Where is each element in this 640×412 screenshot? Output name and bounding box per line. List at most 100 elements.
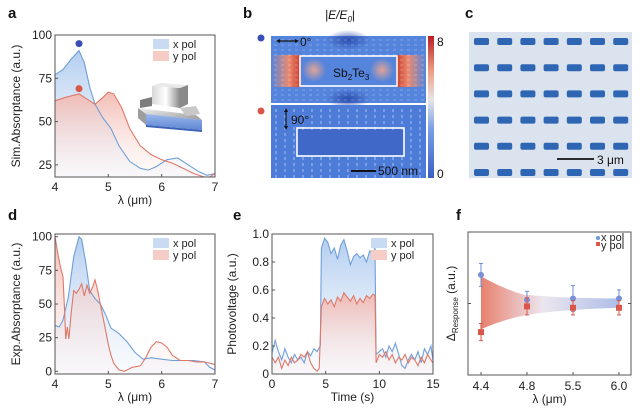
pol-arrow-vertical-icon bbox=[284, 108, 288, 130]
x-tick-label: 5 bbox=[105, 377, 112, 391]
x-pol-point bbox=[478, 271, 484, 278]
chip-background bbox=[469, 32, 632, 178]
nanoblock bbox=[613, 64, 629, 72]
y-pol-area bbox=[272, 292, 433, 374]
y-pol-point bbox=[478, 329, 484, 336]
y-pol-marker bbox=[257, 107, 265, 115]
panel-label-c: c bbox=[465, 5, 473, 22]
nanoblock bbox=[474, 64, 489, 72]
legend-label-y-pol: y pol bbox=[173, 51, 196, 63]
y-tick-label: 50 bbox=[39, 297, 53, 311]
nanoblock bbox=[590, 116, 605, 124]
y-pol-line bbox=[271, 291, 434, 373]
y-pol-line bbox=[54, 236, 216, 372]
y-pol-area bbox=[55, 92, 215, 177]
panel-a-chart: 4 5 6 7 25 50 75 100 λ (μm) Sim.Absorptance (a.u.… bbox=[9, 28, 219, 207]
legend-swatch-x-pol bbox=[153, 39, 169, 49]
y-tick-label: 75 bbox=[39, 71, 53, 85]
nanoblock bbox=[566, 116, 582, 124]
panel-e-chart: 0 5 10 15 0 0.2 0.4 0.6 0.8 1.0 Time (s) Photovolta… bbox=[225, 227, 440, 404]
legend-marker-x-pol bbox=[596, 236, 600, 240]
y-pol-area bbox=[55, 236, 215, 374]
nanoblock bbox=[520, 169, 536, 176]
panel-label-b: b bbox=[243, 5, 252, 22]
y-tick-label: 0.2 bbox=[252, 339, 269, 353]
scale-label-3um: 3 μm bbox=[597, 153, 624, 167]
nanoblock bbox=[613, 90, 629, 98]
x-pol-point bbox=[616, 295, 622, 302]
nanoblock bbox=[497, 64, 513, 72]
y-tick-label: 0 bbox=[45, 364, 52, 378]
panel-label-f: f bbox=[456, 207, 462, 224]
nanoblock bbox=[566, 169, 582, 176]
legend-marker-y-pol bbox=[596, 242, 600, 246]
nanoblock bbox=[474, 38, 489, 45]
legend-label-x-pol: x pol bbox=[601, 232, 624, 244]
y-tick-label: 25 bbox=[39, 158, 53, 172]
y-tick-label: 0.4 bbox=[252, 311, 269, 325]
legend-swatch-x-pol bbox=[153, 238, 169, 248]
nanoblock bbox=[613, 38, 629, 45]
x-axis-label: λ (μm) bbox=[118, 193, 152, 207]
nanoblock bbox=[520, 90, 536, 98]
nanoblock bbox=[566, 142, 582, 150]
y-axis-label: ΔResponse (a.u.) bbox=[444, 266, 460, 341]
nanoblock bbox=[590, 90, 605, 98]
nanoblock bbox=[566, 38, 582, 45]
panel-b-field-maps: |E/E0| 0° 9 bbox=[257, 8, 444, 181]
panel-label-d: d bbox=[8, 207, 17, 224]
nanoblock bbox=[543, 64, 559, 72]
y-tick-label: 50 bbox=[39, 115, 53, 129]
legend-swatch-x-pol bbox=[371, 238, 387, 248]
y-pol-marker bbox=[75, 85, 83, 93]
panel-label-e: e bbox=[233, 207, 241, 224]
nanoblock bbox=[590, 142, 605, 150]
x-tick-label: 6 bbox=[158, 377, 165, 391]
y-pol-point bbox=[524, 303, 530, 310]
x-axis-label: λ (μm) bbox=[532, 392, 566, 406]
y-tick-label: 0 bbox=[262, 367, 269, 381]
y-tick-label: 25 bbox=[39, 331, 53, 345]
y-pol-point bbox=[570, 304, 576, 311]
x-tick-label: 6 bbox=[158, 180, 165, 194]
nanoblock-array bbox=[474, 38, 629, 176]
nanoblock bbox=[474, 90, 489, 98]
x-pol-point bbox=[570, 295, 576, 302]
nanoblock bbox=[566, 64, 582, 72]
panel-f-chart: 4.4 4.8 5.5 6.0 λ (μm) ΔResponse (a.u.) x poly… bbox=[444, 231, 632, 406]
nanoblock bbox=[497, 116, 513, 124]
y-tick-label: 0.8 bbox=[252, 255, 269, 269]
x-tick-label: 5 bbox=[322, 377, 329, 391]
panel-c-microscope-image: 3 μm bbox=[469, 32, 632, 178]
angle-label-0: 0° bbox=[300, 35, 312, 49]
x-axis-label: Time (s) bbox=[331, 390, 375, 404]
angle-label-90: 90° bbox=[291, 113, 309, 127]
x-tick-label: 15 bbox=[426, 377, 440, 391]
field-vector-lines bbox=[274, 39, 424, 178]
x-tick-label: 4.8 bbox=[519, 379, 536, 393]
legend-label-x-pol: x pol bbox=[173, 238, 196, 250]
nanoblock bbox=[590, 169, 605, 176]
x-pol-line bbox=[54, 49, 216, 176]
y-pol-point bbox=[616, 304, 622, 311]
y-axis-label: Sim.Absorptance (a.u.) bbox=[9, 45, 23, 168]
nanoblock bbox=[520, 142, 536, 150]
nanoblock bbox=[497, 169, 513, 176]
field-map-90deg bbox=[271, 105, 426, 178]
panel-label-a: a bbox=[8, 5, 17, 22]
x-pol-marker bbox=[257, 34, 265, 42]
x-pol-marker bbox=[75, 40, 83, 48]
y-tick-label: 100 bbox=[32, 28, 52, 42]
x-tick-label: 6.0 bbox=[611, 379, 628, 393]
x-tick-label: 5 bbox=[105, 180, 112, 194]
colorbar bbox=[428, 36, 434, 178]
nanoblock bbox=[497, 90, 513, 98]
nanoblock bbox=[497, 142, 513, 150]
nanoblock bbox=[543, 142, 559, 150]
legend-label-y-pol: y pol bbox=[173, 250, 196, 262]
nanoblock bbox=[497, 38, 513, 45]
material-label: Sb2Te3 bbox=[333, 66, 370, 82]
x-tick-label: 7 bbox=[212, 180, 219, 194]
y-tick-label: 0.6 bbox=[252, 283, 269, 297]
